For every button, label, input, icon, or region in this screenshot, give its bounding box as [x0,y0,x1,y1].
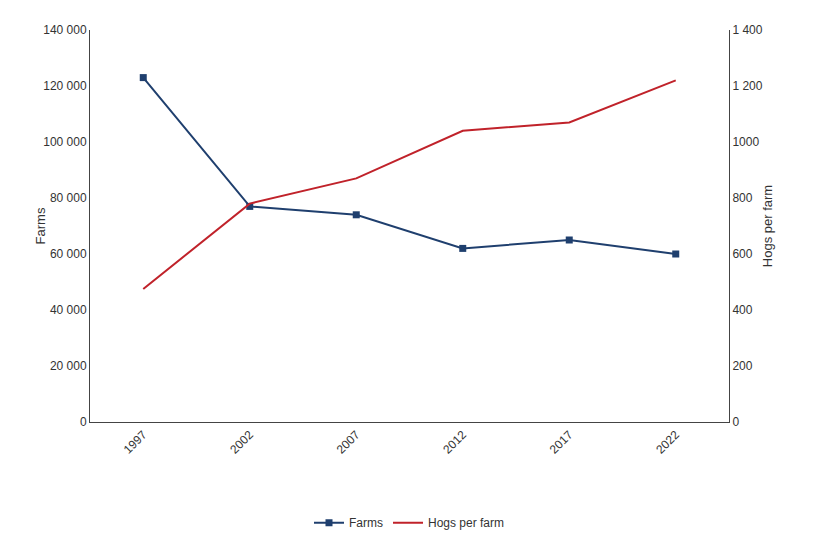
svg-text:40 000: 40 000 [50,303,87,317]
svg-text:2007: 2007 [334,428,363,457]
svg-text:1997: 1997 [121,428,150,457]
svg-text:20 000: 20 000 [50,359,87,373]
svg-text:800: 800 [732,191,752,205]
svg-text:2022: 2022 [653,428,682,457]
svg-text:200: 200 [732,359,752,373]
svg-text:2002: 2002 [227,428,256,457]
svg-text:Hogs per farm: Hogs per farm [428,516,504,530]
svg-text:Hogs per farm: Hogs per farm [760,185,775,267]
svg-text:Farms: Farms [349,516,383,530]
svg-text:60 000: 60 000 [50,247,87,261]
svg-text:0: 0 [732,415,739,429]
svg-text:2017: 2017 [547,428,576,457]
svg-text:120 000: 120 000 [43,79,87,93]
svg-text:600: 600 [732,247,752,261]
svg-text:1000: 1000 [732,135,759,149]
svg-text:1 200: 1 200 [732,79,762,93]
svg-text:1 400: 1 400 [732,23,762,37]
svg-text:100 000: 100 000 [43,135,87,149]
svg-text:140 000: 140 000 [43,23,87,37]
svg-text:400: 400 [732,303,752,317]
svg-text:80 000: 80 000 [50,191,87,205]
svg-text:0: 0 [80,415,87,429]
svg-text:Farms: Farms [33,207,48,244]
svg-text:2012: 2012 [440,428,469,457]
